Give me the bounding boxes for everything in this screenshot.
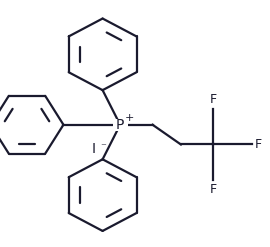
Text: I: I bbox=[91, 143, 95, 156]
Text: F: F bbox=[255, 138, 262, 151]
Text: +: + bbox=[124, 113, 134, 123]
Text: ⁻: ⁻ bbox=[100, 142, 106, 152]
Bar bbox=[113, 119, 128, 131]
Text: F: F bbox=[210, 93, 217, 106]
Text: P: P bbox=[116, 118, 124, 132]
Text: F: F bbox=[210, 183, 217, 196]
